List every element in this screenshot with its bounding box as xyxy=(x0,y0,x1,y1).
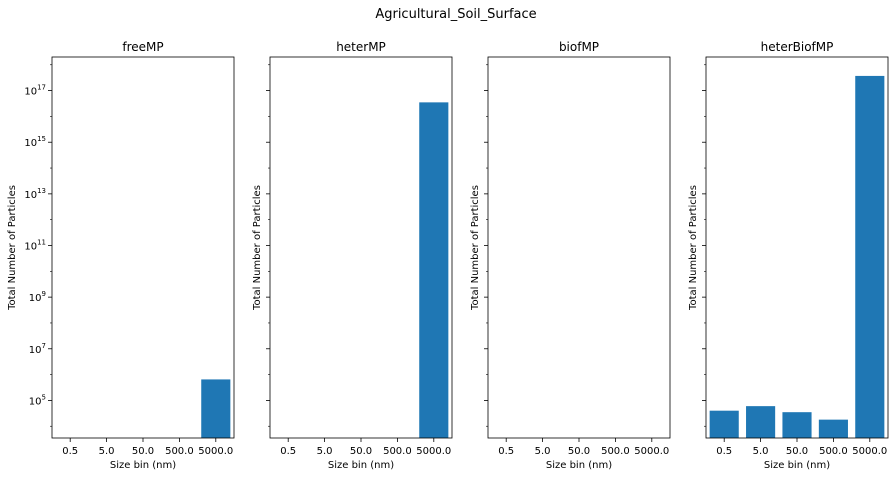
y-tick-label: 1017 xyxy=(24,84,46,98)
x-tick-label: 500.0 xyxy=(383,446,412,457)
y-axis-label: Total Number of Particles xyxy=(7,185,18,311)
x-tick-label: 500.0 xyxy=(601,446,630,457)
panel-biofMP: biofMP 0.5 5.0 50.0 500.0 5000.0 Size bin (nm)… xyxy=(470,40,671,471)
x-tick-label: 50.0 xyxy=(568,446,590,457)
panel-freeMP: freeMP 0.5 5.0 50.0 500.0 5000.0 Size bin (nm)… xyxy=(7,40,235,471)
panel-title: heterMP xyxy=(336,40,386,54)
panel-title: freeMP xyxy=(122,40,163,54)
bar xyxy=(746,406,776,438)
x-tick-label: 500.0 xyxy=(819,446,848,457)
x-tick-label: 5000.0 xyxy=(416,446,451,457)
y-axis-label: Total Number of Particles xyxy=(252,185,263,311)
x-axis-label: Size bin (nm) xyxy=(328,460,394,471)
y-tick-label: 107 xyxy=(29,342,46,356)
x-tick-label: 5000.0 xyxy=(852,446,887,457)
bar xyxy=(855,75,885,438)
panel-heterBiofMP: heterBiofMP 0.5 5.0 50.0 500.0 5000.0 Size bin… xyxy=(688,40,889,471)
bar xyxy=(709,410,739,438)
y-axis-label: Total Number of Particles xyxy=(470,185,481,311)
y-tick-label: 1013 xyxy=(24,187,46,201)
x-tick-label: 50.0 xyxy=(132,446,154,457)
x-tick-label: 5.0 xyxy=(535,446,551,457)
x-axis-label: Size bin (nm) xyxy=(764,460,830,471)
figure-title: Agricultural_Soil_Surface xyxy=(375,7,536,22)
panel-heterMP: heterMP 0.5 5.0 50.0 500.0 5000.0 Size bin (nm… xyxy=(252,40,453,471)
x-tick-label: 0.5 xyxy=(498,446,514,457)
x-tick-label: 0.5 xyxy=(62,446,78,457)
y-axis-label: Total Number of Particles xyxy=(688,185,699,311)
y-tick-label: 105 xyxy=(29,393,46,407)
x-tick-label: 5.0 xyxy=(99,446,115,457)
bar xyxy=(782,412,812,438)
y-tick-label: 1011 xyxy=(24,239,46,253)
x-tick-label: 50.0 xyxy=(350,446,372,457)
y-tick-label: 109 xyxy=(29,290,46,304)
x-tick-label: 50.0 xyxy=(786,446,808,457)
x-axis-label: Size bin (nm) xyxy=(110,460,176,471)
axes-frame xyxy=(487,56,671,439)
x-tick-label: 0.5 xyxy=(716,446,732,457)
x-tick-label: 5.0 xyxy=(317,446,333,457)
x-tick-label: 5000.0 xyxy=(198,446,233,457)
x-tick-label: 500.0 xyxy=(165,446,194,457)
bar xyxy=(201,379,231,438)
bar xyxy=(419,102,449,438)
x-axis-label: Size bin (nm) xyxy=(546,460,612,471)
bar xyxy=(818,419,848,438)
x-tick-label: 5000.0 xyxy=(634,446,669,457)
x-tick-label: 0.5 xyxy=(280,446,296,457)
panel-title: biofMP xyxy=(559,40,599,54)
x-tick-label: 5.0 xyxy=(753,446,769,457)
panel-title: heterBiofMP xyxy=(761,40,834,54)
y-tick-label: 1015 xyxy=(24,135,46,149)
